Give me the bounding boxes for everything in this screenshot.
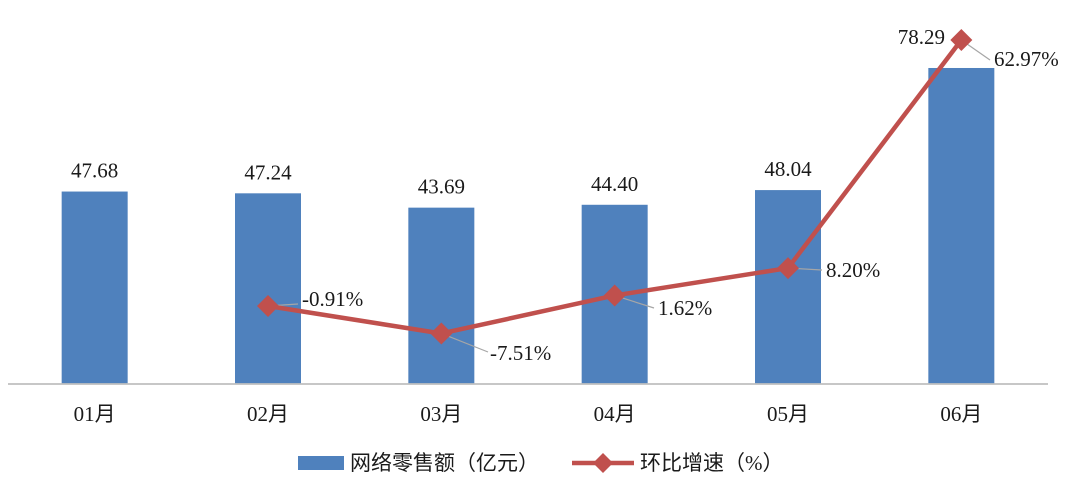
growth-marker-2 [257, 295, 279, 317]
growth-marker-4 [603, 284, 626, 307]
growth-marker-3 [430, 322, 453, 345]
x-tick-label-6: 06月 [940, 402, 982, 426]
growth-label-5: 8.20% [826, 258, 880, 282]
bar-2 [235, 193, 301, 384]
growth-label-4: 1.62% [658, 296, 712, 320]
growth-label-3: -7.51% [490, 341, 551, 365]
growth-marker-5 [777, 257, 799, 280]
bar-label-2: 47.24 [244, 160, 292, 184]
bar-3 [408, 207, 475, 384]
legend: 网络零售额（亿元） 环比增速（%） [298, 451, 784, 475]
bar-label-3: 43.69 [418, 175, 465, 199]
legend-label-retail-sales: 网络零售额（亿元） [350, 451, 539, 475]
bar-data-labels: 47.68 47.24 43.69 44.40 48.04 78.29 [71, 25, 945, 199]
bar-label-6: 78.29 [898, 25, 945, 49]
x-tick-label-2: 02月 [247, 402, 289, 426]
bar-label-4: 44.40 [591, 172, 638, 196]
legend-label-growth-rate: 环比增速（%） [640, 451, 784, 475]
bar-1 [61, 191, 128, 384]
bar-series [61, 67, 995, 384]
bar-6 [928, 67, 995, 384]
x-tick-label-5: 05月 [767, 402, 809, 426]
legend-swatch-retail-sales [298, 456, 344, 470]
bar-5 [755, 190, 821, 384]
growth-rate-markers [257, 29, 973, 345]
legend-swatch-growth-rate-marker [593, 453, 613, 473]
x-tick-label-3: 03月 [420, 402, 462, 426]
x-tick-label-1: 01月 [74, 402, 116, 426]
growth-marker-6 [950, 29, 973, 51]
x-axis-tick-labels: 01月 02月 03月 04月 05月 06月 [74, 402, 983, 426]
bar-label-5: 48.04 [764, 157, 812, 181]
x-tick-label-4: 04月 [594, 402, 636, 426]
bar-label-1: 47.68 [71, 159, 118, 183]
line-data-labels: -0.91% -7.51% 1.62% 8.20% 62.97% [302, 47, 1059, 365]
growth-label-2: -0.91% [302, 287, 363, 311]
growth-label-6: 62.97% [994, 47, 1059, 71]
